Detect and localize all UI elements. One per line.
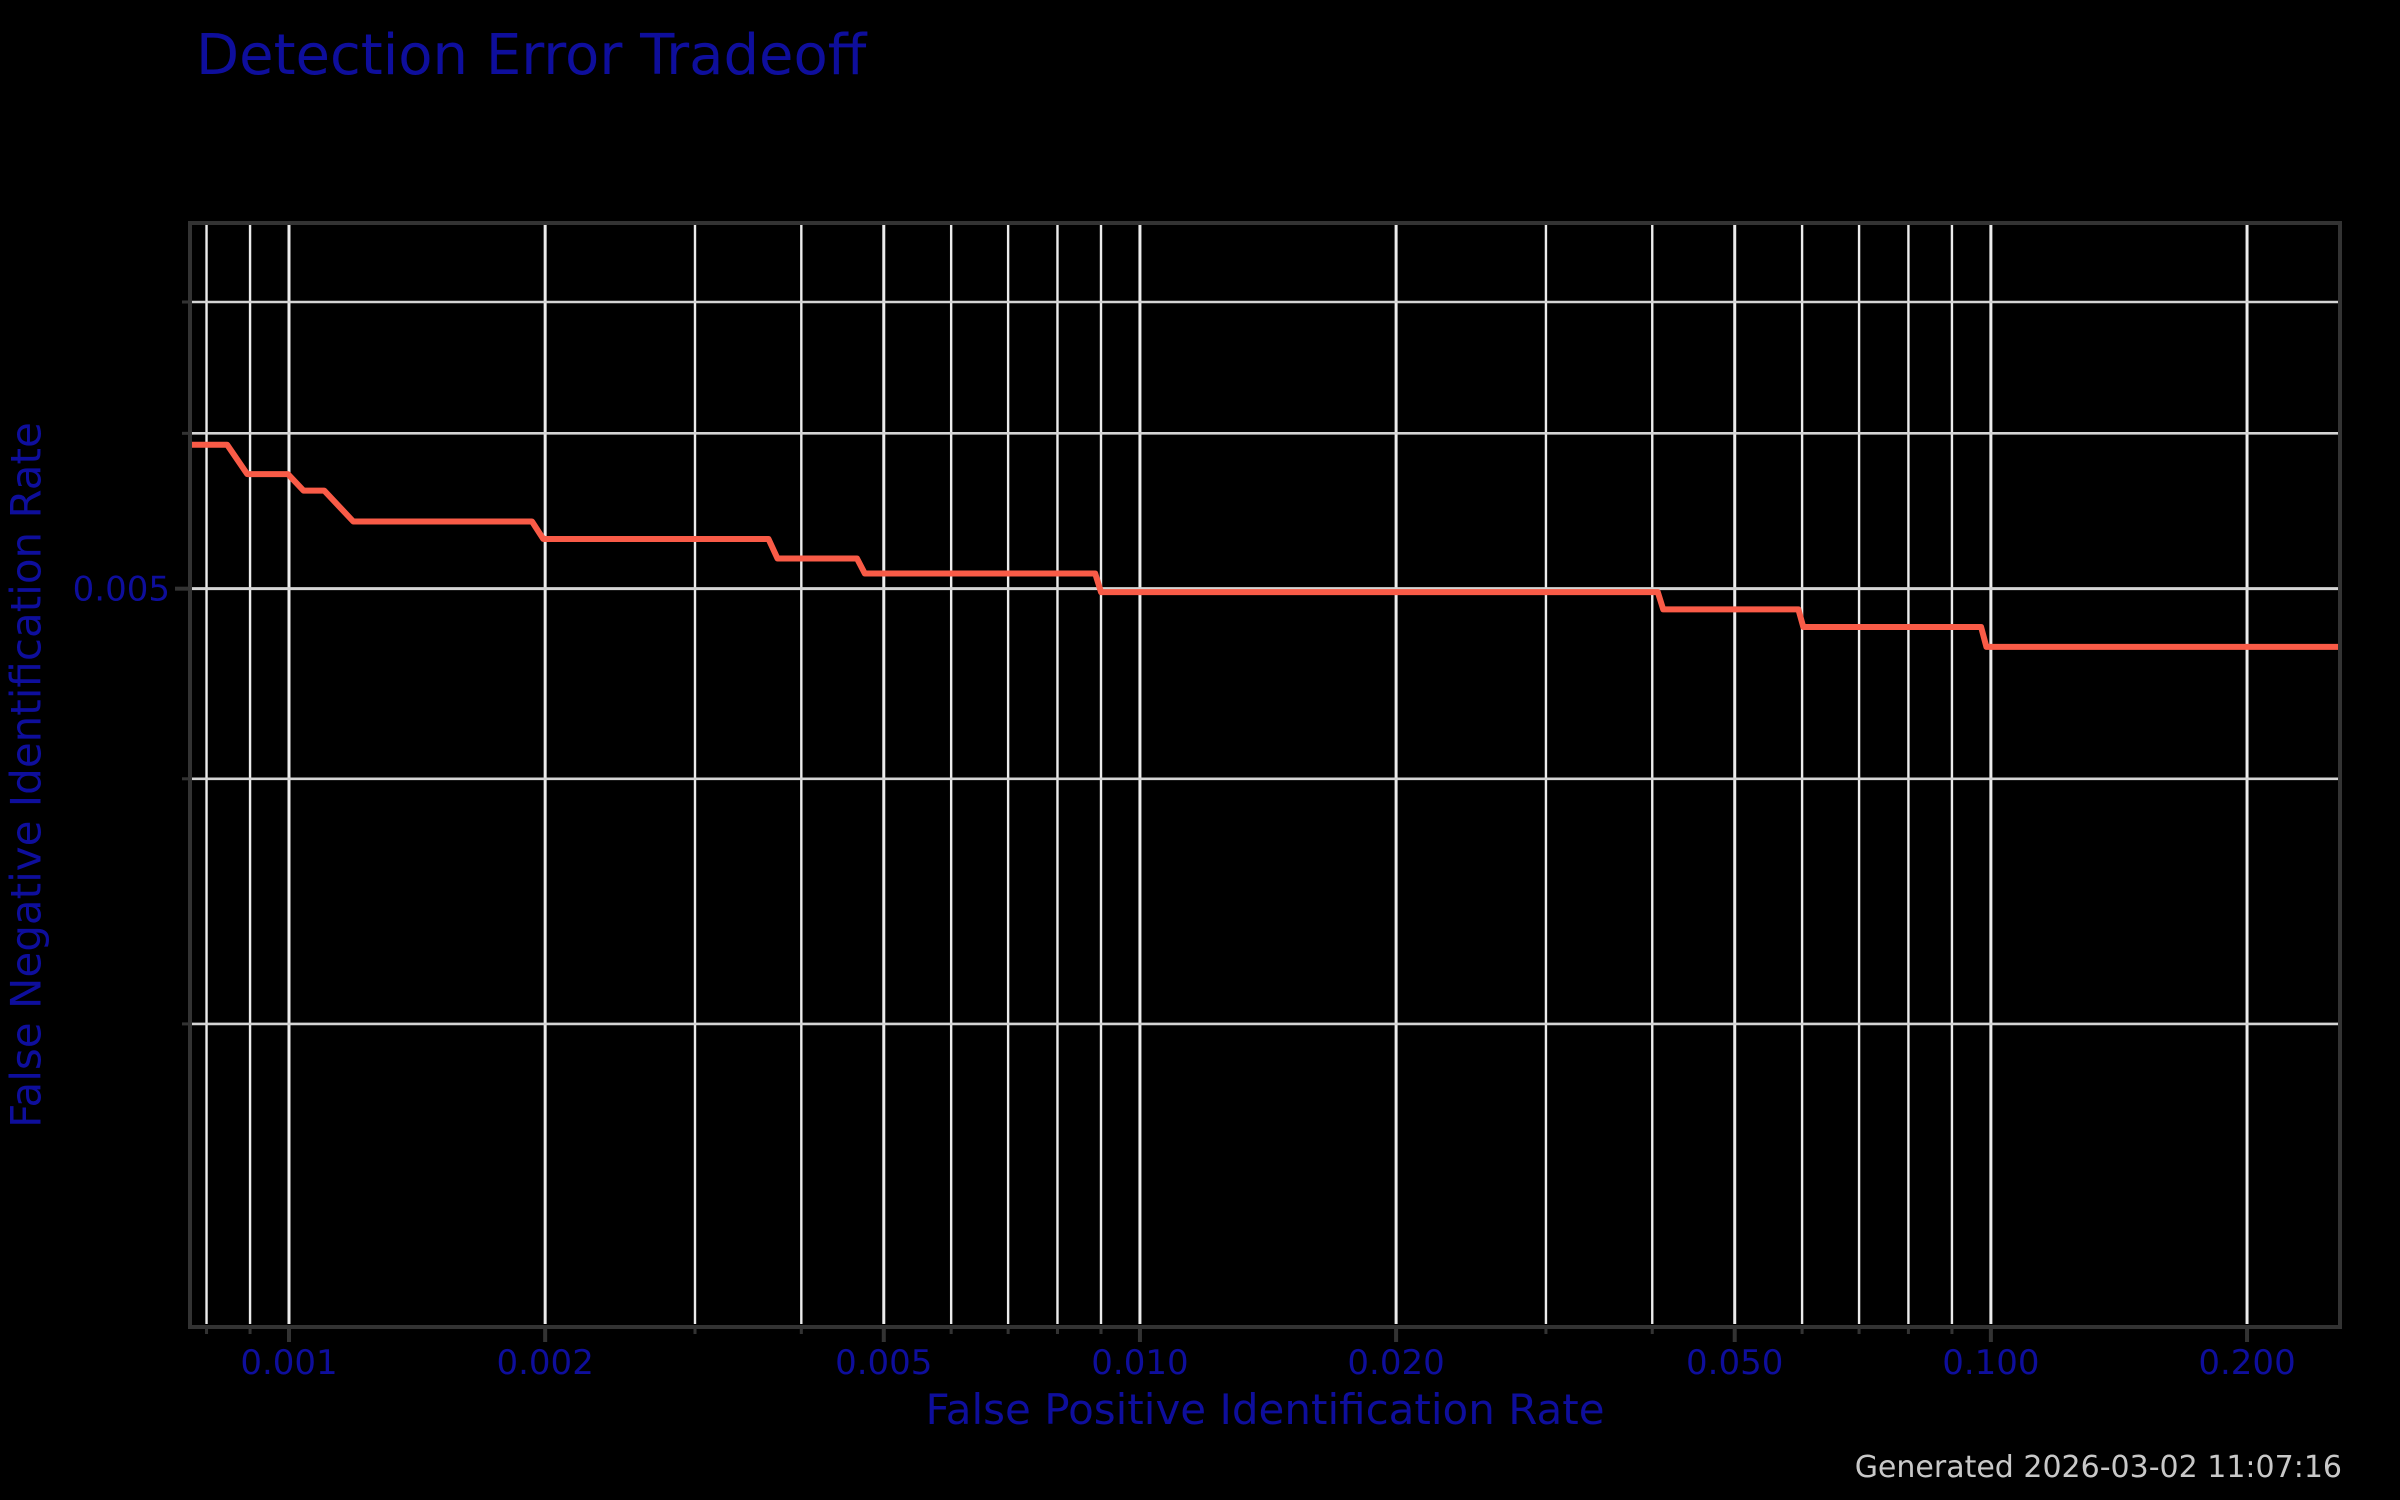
plot-spines [188,221,2342,1329]
x-tick-label: 0.002 [496,1343,593,1383]
det-curve [190,441,2340,650]
spine-layer [188,221,2342,1329]
chart-title: Detection Error Tradeoff [196,23,868,88]
y-axis-label: False Negative Identification Rate [2,422,51,1128]
grid-layer [191,224,2339,1324]
tick-layer: 0.001 0.002 0.005 0.010 0.020 0.050 0.100 0.200… [73,300,2296,1383]
x-tick-label: 0.200 [2198,1343,2295,1383]
y-tick-label: 0.005 [73,570,170,610]
x-axis-label: False Positive Identification Rate [925,1385,1604,1434]
x-tick-label: 0.005 [835,1343,932,1383]
x-tick-label: 0.001 [240,1343,337,1383]
generated-timestamp: Generated 2026-03-02 11:07:16 [1855,1450,2342,1485]
x-tick-label: 0.010 [1091,1343,1188,1383]
x-tick-label: 0.020 [1347,1343,1444,1383]
curve-layer [190,441,2340,650]
x-tick-label: 0.050 [1686,1343,1783,1383]
x-tick-label: 0.100 [1942,1343,2039,1383]
